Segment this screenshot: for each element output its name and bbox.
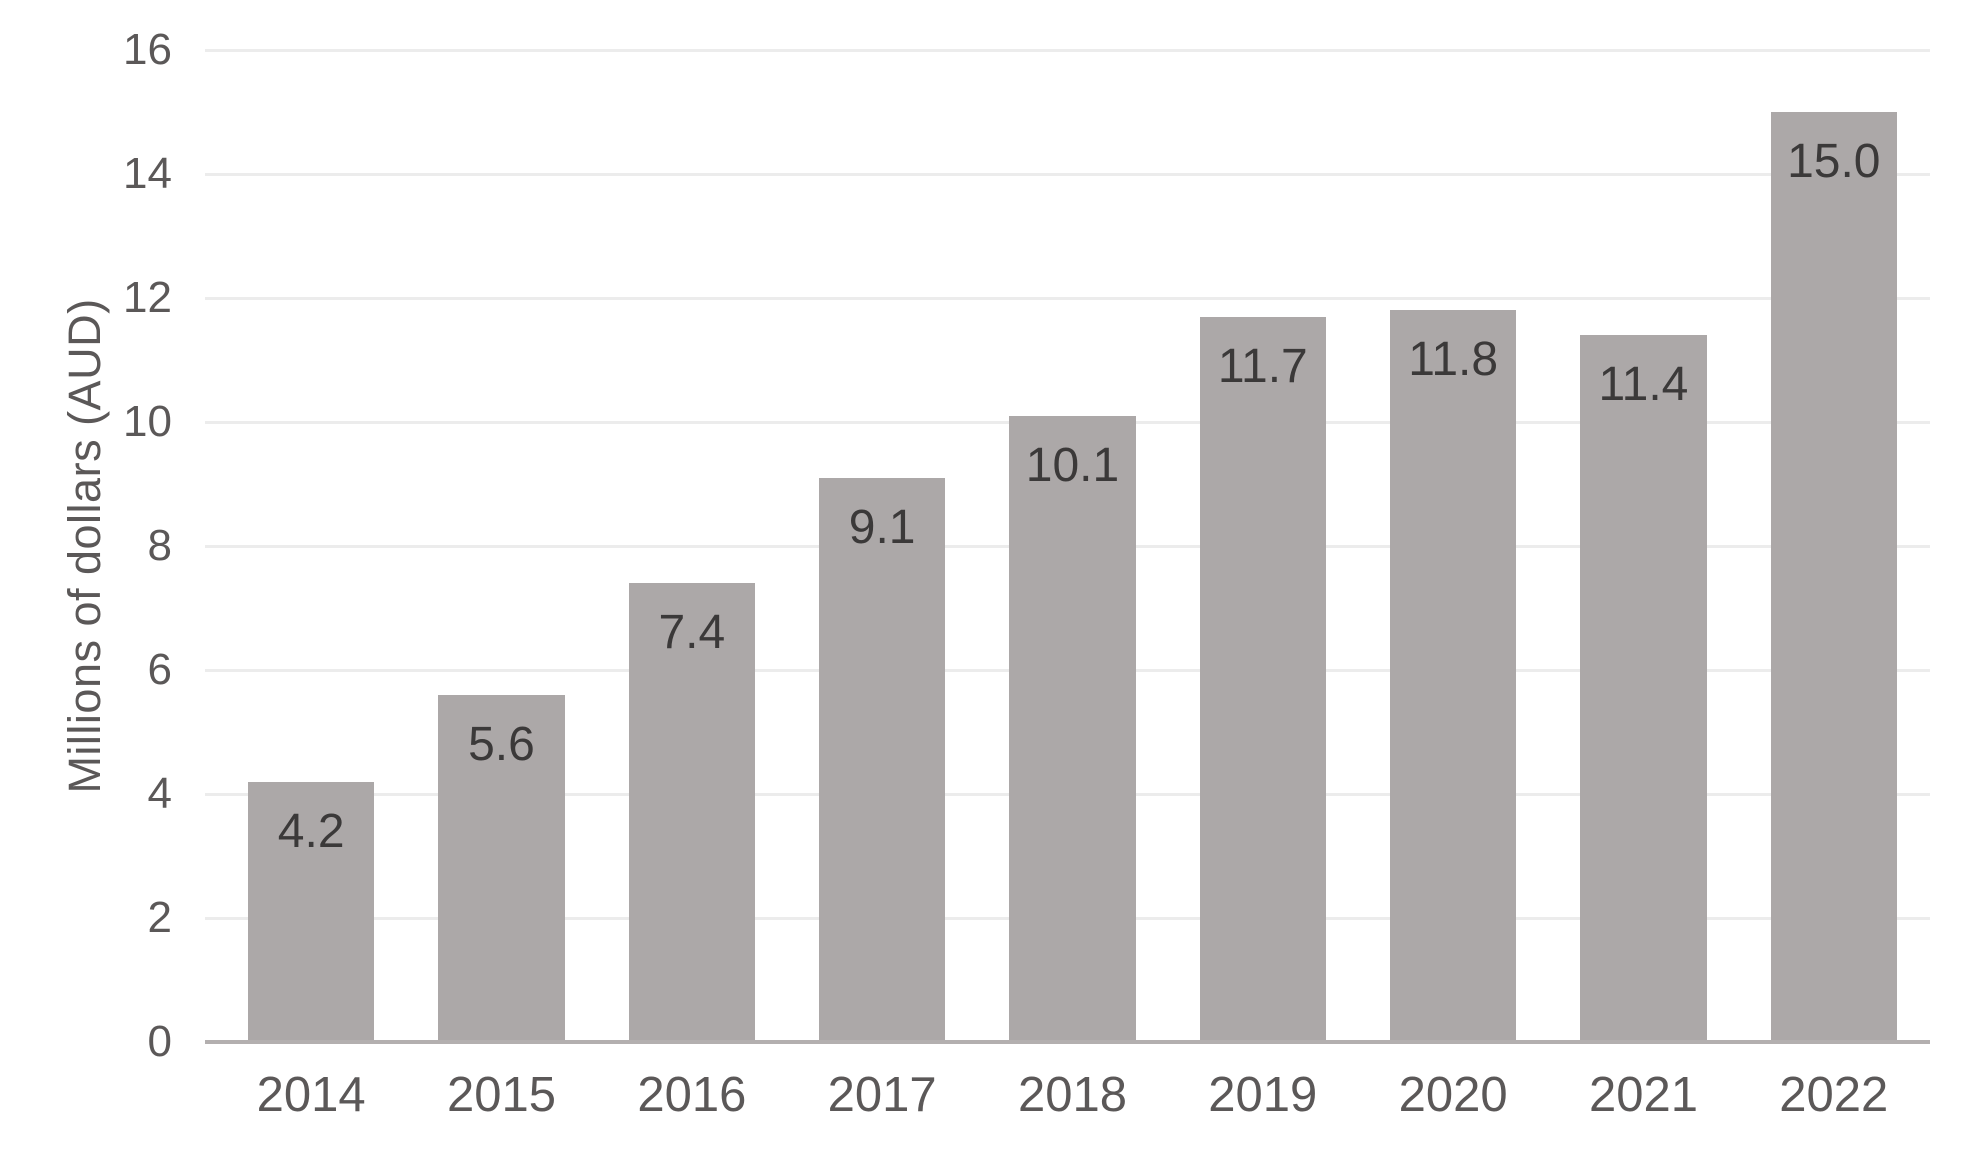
bar-value-label: 11.8: [1408, 333, 1499, 387]
gridline: [205, 48, 1930, 52]
y-axis-tick-labels: 0 2 4 6 8 10 12 14 16: [0, 28, 172, 1064]
gridline: [205, 172, 1930, 176]
x-tick-label-2019: 2019: [1208, 1068, 1318, 1122]
y-tick-label: 12: [123, 273, 172, 322]
bar-2022: 15.0: [1770, 112, 1897, 1042]
bar-value-label: 15.0: [1787, 135, 1881, 188]
x-tick-label-2021: 2021: [1588, 1068, 1698, 1122]
bar-slot: 7.4: [597, 50, 787, 1042]
bar-2020: 11.8: [1390, 310, 1517, 1042]
bar-2014: 4.2: [248, 781, 375, 1042]
x-axis-line: [205, 1040, 1930, 1044]
x-tick-label-2018: 2018: [1017, 1068, 1127, 1122]
plot-area: 4.2 5.6 7.4 9.1 10.1 11.7 11.8 11.4 15.0: [205, 48, 1930, 1044]
y-tick-label: 8: [147, 521, 172, 570]
y-tick-label: 10: [123, 397, 172, 446]
y-tick-label: 2: [147, 893, 172, 942]
bar-slot: 11.4: [1548, 50, 1738, 1042]
bar-value-label: 4.2: [277, 804, 345, 858]
y-tick-label: 4: [147, 769, 172, 818]
bar-value-label: 11.7: [1217, 339, 1308, 393]
x-tick-label-2015: 2015: [446, 1068, 556, 1122]
gridline: [205, 296, 1930, 300]
bar-value-label: 11.4: [1598, 358, 1689, 412]
x-tick-label-2020: 2020: [1398, 1068, 1508, 1122]
bar-series: 4.2 5.6 7.4 9.1 10.1 11.7 11.8 11.4 15.0: [216, 50, 1929, 1042]
bar-2017: 9.1: [819, 477, 946, 1042]
bar-slot: 4.2: [216, 50, 406, 1042]
bar-slot: 9.1: [787, 50, 977, 1042]
y-tick-label: 16: [123, 25, 172, 74]
bar-value-label: 5.6: [468, 717, 535, 771]
x-tick-label-2014: 2014: [256, 1068, 366, 1122]
x-tick-label-2017: 2017: [827, 1068, 937, 1122]
bar-slot: 5.6: [406, 50, 596, 1042]
bar-slot: 11.7: [1168, 50, 1358, 1042]
y-tick-label: 6: [147, 645, 172, 694]
bar-value-label: 7.4: [658, 606, 726, 660]
bar-2015: 5.6: [438, 694, 565, 1042]
x-tick-label-2022: 2022: [1779, 1068, 1889, 1122]
x-tick-label-2016: 2016: [637, 1068, 747, 1122]
bar-slot: 15.0: [1739, 50, 1929, 1042]
x-axis-category-labels: 2014 2015 2016 2017 2018 2019 2020 2021 2022: [216, 1071, 1929, 1120]
bar-2016: 7.4: [628, 583, 755, 1042]
bar-2018: 10.1: [1009, 415, 1136, 1042]
bar-value-label: 9.1: [848, 500, 916, 554]
bar-2021: 11.4: [1580, 335, 1707, 1042]
bar-2019: 11.7: [1199, 316, 1326, 1042]
bar-slot: 11.8: [1358, 50, 1548, 1042]
bar-value-label: 10.1: [1025, 438, 1120, 492]
bar-slot: 10.1: [977, 50, 1167, 1042]
y-tick-label: 14: [123, 149, 172, 198]
y-tick-label: 0: [147, 1017, 172, 1066]
